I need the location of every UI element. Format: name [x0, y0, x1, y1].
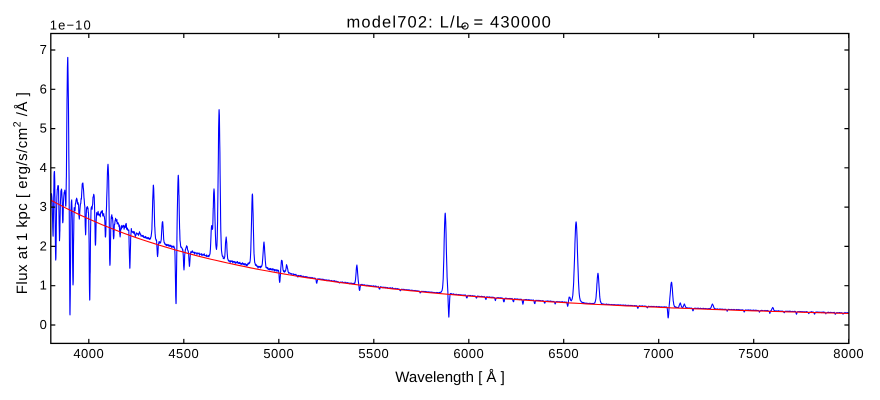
svg-text:7000: 7000 — [643, 346, 674, 361]
svg-text:0: 0 — [40, 317, 47, 332]
svg-text:4500: 4500 — [168, 346, 199, 361]
svg-text:6500: 6500 — [548, 346, 579, 361]
svg-text:5: 5 — [40, 121, 47, 136]
svg-text:Wavelength [ Å ]: Wavelength [ Å ] — [395, 368, 505, 386]
svg-text:8000: 8000 — [833, 346, 864, 361]
svg-text:= 430000: = 430000 — [474, 14, 552, 32]
svg-text:5500: 5500 — [358, 346, 389, 361]
svg-text:4: 4 — [40, 160, 47, 175]
svg-text:6: 6 — [40, 81, 47, 96]
svg-text:3: 3 — [40, 199, 47, 214]
svg-text:1e−10: 1e−10 — [50, 18, 92, 33]
svg-text:6000: 6000 — [453, 346, 484, 361]
svg-text:model702: L/L: model702: L/L — [347, 14, 467, 32]
svg-text:Flux at 1 kpc [ erg/s/cm2 /Å ]: Flux at 1 kpc [ erg/s/cm2 /Å ] — [12, 92, 32, 295]
svg-text:7500: 7500 — [738, 346, 769, 361]
svg-text:5000: 5000 — [263, 346, 294, 361]
svg-text:7: 7 — [40, 42, 47, 57]
svg-text:1: 1 — [40, 278, 47, 293]
svg-text:4000: 4000 — [73, 346, 104, 361]
svg-text:2: 2 — [40, 238, 47, 253]
